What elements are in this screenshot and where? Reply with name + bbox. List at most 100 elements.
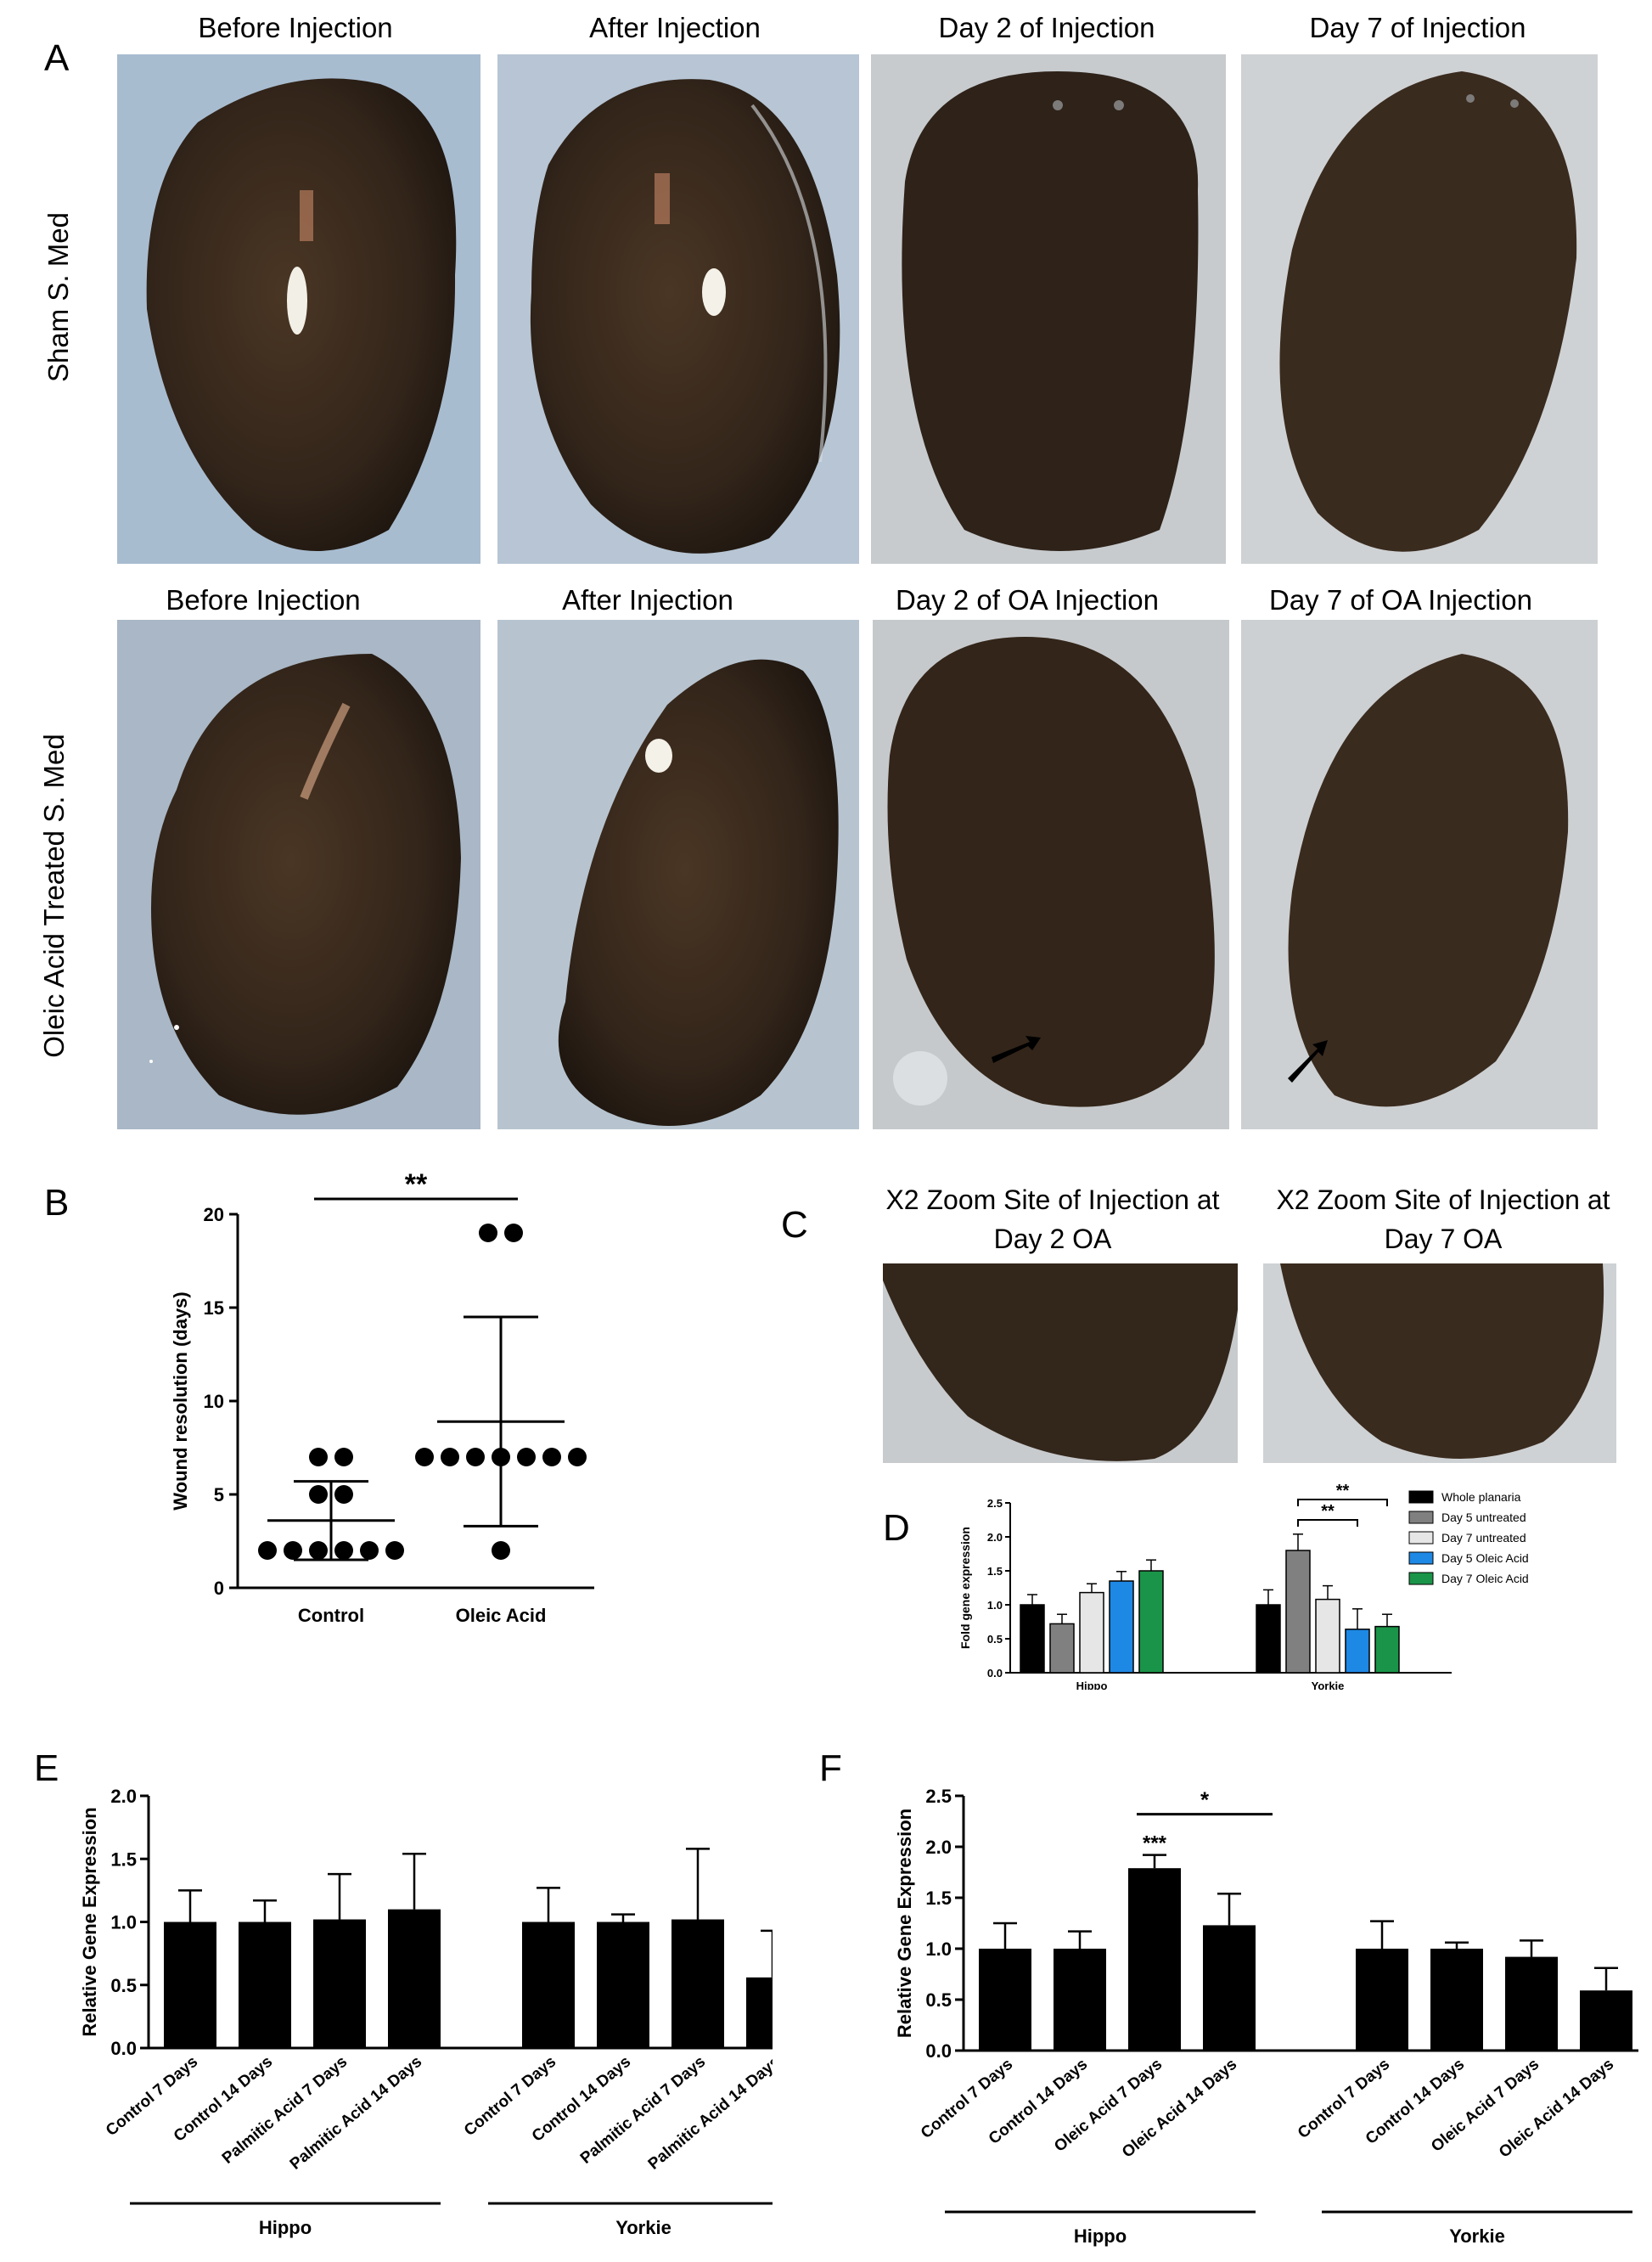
b-point — [309, 1448, 328, 1466]
f-y-tick-label: 1.0 — [925, 1938, 952, 1960]
photo-zoom-day2 — [883, 1263, 1238, 1463]
d-bar — [1285, 1550, 1311, 1674]
b-point — [284, 1541, 302, 1560]
f-bar — [1356, 1949, 1408, 2051]
d-bar — [1138, 1570, 1164, 1674]
d-legend-swatch — [1408, 1511, 1434, 1524]
b-point — [258, 1541, 277, 1560]
f-y-tick-label: 2.0 — [925, 1837, 952, 1858]
d-sig-label: ** — [1336, 1482, 1350, 1500]
d-legend-swatch — [1408, 1531, 1434, 1545]
a-row2-title-2: After Injection — [562, 584, 733, 616]
d-y-label: Fold gene expression — [958, 1527, 972, 1649]
e-group-label: Hippo — [259, 2217, 312, 2238]
f-sig-label: *** — [1143, 1832, 1167, 1855]
b-point — [479, 1224, 497, 1242]
chart-b: 0 5 10 15 20 Wound resolution (days) Control Ol… — [170, 1168, 594, 1626]
d-bar — [1020, 1604, 1045, 1674]
d-legend-label: Whole planaria — [1441, 1490, 1521, 1504]
d-x-tick-label: Yorkie — [1312, 1680, 1345, 1690]
arrow-icon — [1288, 1040, 1328, 1083]
f-bar — [1128, 1868, 1181, 2051]
f-group-label: Yorkie — [1449, 2225, 1505, 2247]
d-sig-label: ** — [1321, 1502, 1335, 1521]
b-point — [542, 1448, 561, 1466]
d-bar — [1374, 1625, 1400, 1674]
f-y-tick-label: 2.5 — [925, 1786, 952, 1807]
d-y-tick-label: 2.5 — [987, 1497, 1003, 1510]
e-y-tick-label: 0.0 — [110, 2038, 137, 2059]
b-point — [360, 1541, 379, 1560]
b-point — [441, 1448, 459, 1466]
d-bar — [1079, 1591, 1104, 1674]
e-bar — [746, 1977, 773, 2048]
b-sig-label: ** — [405, 1168, 428, 1201]
d-y-tick-label: 1.0 — [987, 1599, 1003, 1612]
photo-sham-day7 — [1241, 54, 1598, 564]
e-bar — [597, 1922, 649, 2048]
a-row2-title-4: Day 7 of OA Injection — [1268, 584, 1532, 616]
f-sig-label: * — [1200, 1787, 1210, 1813]
f-bar — [1054, 1949, 1106, 2051]
arrow-icon — [992, 1036, 1041, 1063]
photo-oa-day7 — [1241, 620, 1598, 1129]
b-x-tick-label: Oleic Acid — [456, 1605, 547, 1626]
f-y-tick-label: 0.5 — [925, 1989, 952, 2011]
d-sig-bracket — [1297, 1499, 1388, 1506]
d-x-tick-label: Hippo — [1076, 1680, 1108, 1690]
a-row1-title-1: Before Injection — [198, 12, 393, 43]
b-y-tick-label: 20 — [204, 1204, 224, 1225]
a-row1-label: Sham S. Med — [42, 212, 74, 382]
b-x-tick-label: Control — [298, 1605, 364, 1626]
d-y-tick-label: 2.0 — [987, 1531, 1003, 1544]
b-point — [309, 1541, 328, 1560]
e-x-tick-label: Palmitic Acid 14 Days — [645, 2053, 773, 2174]
d-bar — [1109, 1580, 1134, 1674]
photo-sham-after — [497, 54, 859, 564]
d-legend-swatch — [1408, 1490, 1434, 1504]
e-bar — [671, 1919, 724, 2048]
e-group-label: Yorkie — [615, 2217, 671, 2238]
d-bar — [1049, 1623, 1075, 1674]
b-point — [415, 1448, 434, 1466]
b-point — [309, 1485, 328, 1504]
photo-oa-after — [497, 620, 859, 1129]
f-bar — [1505, 1956, 1558, 2051]
c-title-1: X2 Zoom Site of Injection at Day 2 OA — [885, 1184, 1220, 1254]
panel-d-letter: D — [883, 1507, 910, 1549]
b-point — [504, 1224, 523, 1242]
d-legend-swatch — [1408, 1551, 1434, 1565]
f-y-tick-label: 0.0 — [925, 2040, 952, 2062]
e-bar — [388, 1909, 441, 2048]
b-y-tick-label: 0 — [214, 1578, 224, 1599]
d-legend-label: Day 5 Oleic Acid — [1441, 1551, 1529, 1565]
b-y-tick-label: 10 — [204, 1391, 224, 1412]
f-bar — [979, 1949, 1031, 2051]
e-bar — [522, 1922, 575, 2048]
a-row1-title-4: Day 7 of Injection — [1309, 12, 1526, 43]
d-sig-bracket — [1297, 1519, 1358, 1527]
e-y-tick-label: 2.0 — [110, 1786, 137, 1807]
e-x-tick-label: Palmitic Acid 14 Days — [287, 2053, 425, 2174]
b-y-tick-label: 15 — [204, 1297, 224, 1319]
f-group-label: Hippo — [1074, 2225, 1127, 2247]
panel-a-letter: A — [44, 37, 70, 79]
e-x-tick-label: Palmitic Acid 7 Days — [577, 2053, 709, 2168]
b-point — [492, 1541, 510, 1560]
e-bar — [239, 1922, 291, 2048]
photo-sham-before — [117, 54, 480, 564]
photo-sham-day2 — [871, 54, 1226, 564]
b-point — [517, 1448, 536, 1466]
f-y-tick-label: 1.5 — [925, 1888, 952, 1909]
b-point — [334, 1485, 353, 1504]
panel-e-letter: E — [34, 1747, 59, 1789]
f-bar — [1203, 1925, 1256, 2051]
b-y-tick-label: 5 — [214, 1484, 224, 1505]
d-legend-swatch — [1408, 1572, 1434, 1585]
f-bar — [1430, 1949, 1483, 2051]
d-bar — [1256, 1604, 1281, 1674]
photo-zoom-day7 — [1263, 1263, 1616, 1463]
panel-b-letter: B — [44, 1182, 70, 1224]
a-row1-title-2: After Injection — [589, 12, 761, 43]
